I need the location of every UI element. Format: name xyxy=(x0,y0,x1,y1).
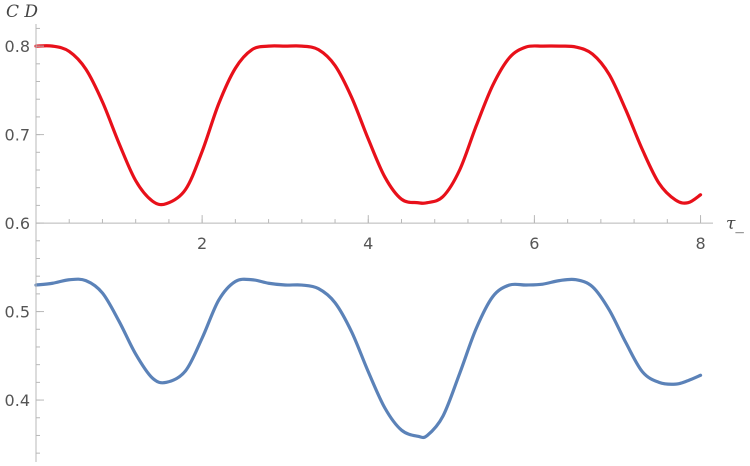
x-tick-label: 2 xyxy=(197,234,207,253)
x-tick-label: 4 xyxy=(363,234,373,253)
axes: 0.4 0.5 0.6 0.7 0.8 2 4 6 8 xyxy=(5,24,713,462)
series-line-blue xyxy=(34,277,703,440)
y-tick-label: 0.5 xyxy=(5,303,30,322)
x-axis-label: τ_ xyxy=(726,214,744,234)
y-tick-label: 0.6 xyxy=(5,214,30,233)
series-line-red xyxy=(34,44,703,207)
y-axis-label: C D xyxy=(6,2,38,22)
y-tick-label: 0.7 xyxy=(5,126,30,145)
x-tick-label: 8 xyxy=(695,234,705,253)
x-tick-label: 6 xyxy=(529,234,539,253)
y-tick-label: 0.4 xyxy=(5,391,30,410)
plot-lines xyxy=(34,44,703,440)
y-tick-label: 0.8 xyxy=(5,37,30,56)
